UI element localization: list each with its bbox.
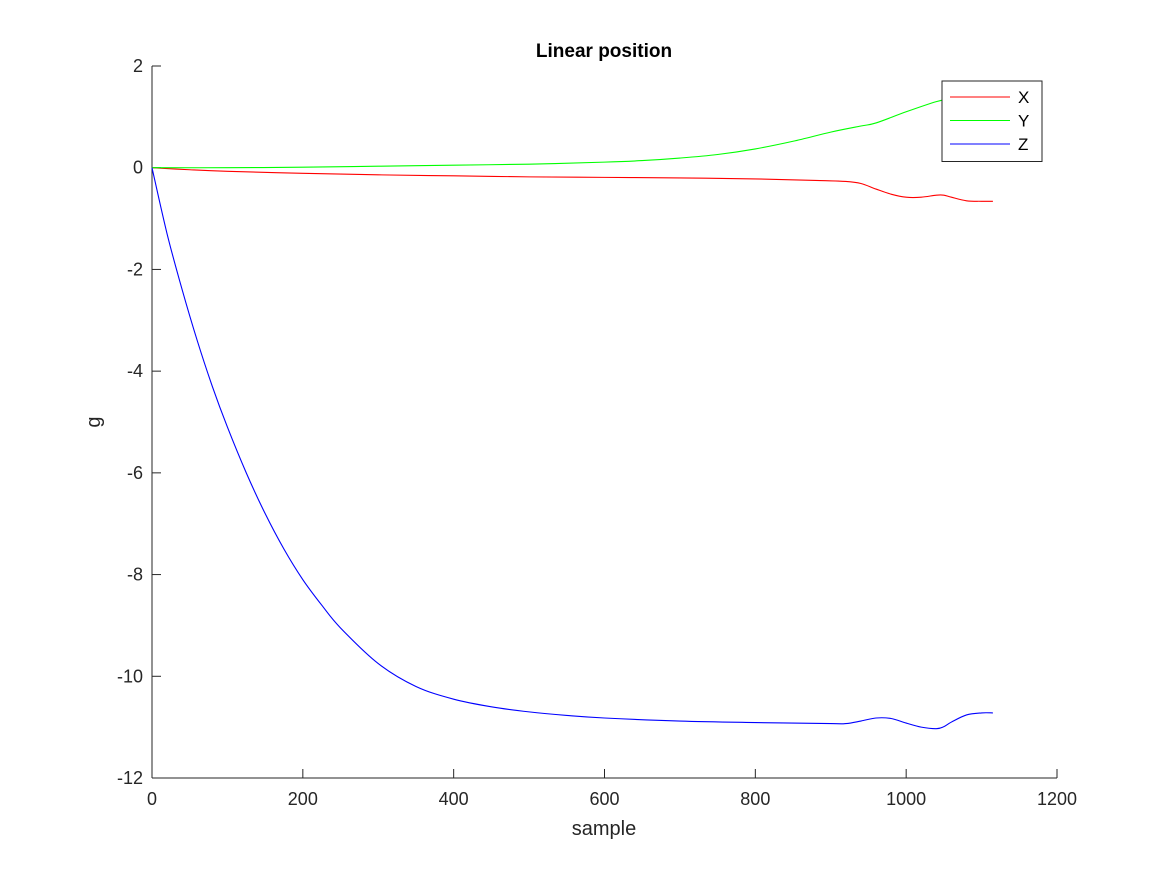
y-tick-label: -2: [127, 259, 143, 279]
legend-label-y: Y: [1018, 112, 1029, 131]
legend-label-z: Z: [1018, 135, 1028, 154]
y-tick-label: -4: [127, 361, 143, 381]
legend: XYZ: [941, 80, 1043, 162]
x-tick-label: 800: [740, 789, 770, 809]
y-tick-label: -8: [127, 565, 143, 585]
x-tick-label: 400: [439, 789, 469, 809]
y-axis-label: g: [83, 416, 105, 427]
plot-area: 0 200 400 600 800 1000 1200 -12 -10 -8 -6 -4 -2 0 2: [117, 56, 1077, 809]
legend-box: [941, 80, 1043, 162]
series-line-y: [151, 94, 993, 169]
x-tick-label: 1200: [1037, 789, 1077, 809]
x-tick-label: 1000: [886, 789, 926, 809]
series-line-x: [151, 167, 993, 202]
legend-label-x: X: [1018, 88, 1029, 107]
series-line-z: [151, 167, 993, 730]
y-tick-label: -12: [117, 768, 143, 788]
y-tick-label: 2: [133, 56, 143, 76]
y-tick-label: -10: [117, 666, 143, 686]
x-tick-label: 600: [589, 789, 619, 809]
x-tick-label: 200: [288, 789, 318, 809]
chart-title: Linear position: [536, 41, 672, 62]
y-tick-label: -6: [127, 463, 143, 483]
x-tick-label: 0: [147, 789, 157, 809]
y-tick-label: 0: [133, 158, 143, 178]
x-axis-label: sample: [572, 818, 636, 840]
